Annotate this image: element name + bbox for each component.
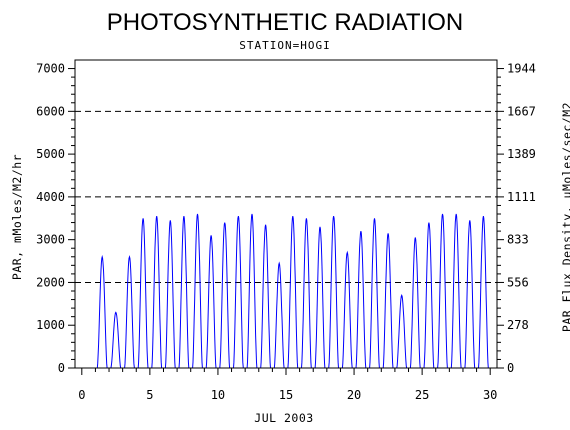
y2-tick-label: 1944	[507, 62, 536, 76]
chart-title: PHOTOSYNTHETIC RADIATION	[107, 9, 463, 36]
y2-tick-label: 1111	[507, 190, 536, 204]
y-tick-label: 4000	[36, 190, 65, 204]
y-tick-label: 5000	[36, 147, 65, 161]
y-tick-label: 6000	[36, 104, 65, 118]
y2-tick-label: 1389	[507, 147, 536, 161]
series-group	[96, 213, 491, 369]
par-series-line	[96, 213, 491, 369]
y2-tick-label: 556	[507, 275, 529, 289]
x-tick-label: 5	[146, 388, 153, 402]
plot-frame	[74, 59, 498, 369]
y-axis-right: 0 278 556 833 1111 1389 1667 1944	[497, 62, 536, 375]
x-tick-label: 30	[483, 388, 497, 402]
y-tick-label: 2000	[36, 275, 65, 289]
x-tick-label: 15	[279, 388, 293, 402]
x-tick-label: 20	[347, 388, 361, 402]
chart-subtitle: STATION=HOGI	[239, 39, 330, 52]
y-tick-label: 7000	[36, 62, 65, 76]
y2-tick-label: 278	[507, 318, 529, 332]
x-tick-label: 10	[211, 388, 225, 402]
y-axis-left: 0 1000 2000 3000 4000 5000 6000 7000	[36, 62, 75, 375]
y2-tick-label: 0	[507, 361, 514, 375]
y-axis-label: PAR, mMoles/M2/hr	[10, 154, 24, 280]
x-axis-label: JUL 2003	[254, 411, 313, 425]
x-tick-label: 0	[78, 388, 85, 402]
y2-tick-label: 833	[507, 233, 529, 247]
y-tick-label: 0	[58, 361, 65, 375]
reference-lines	[75, 110, 497, 283]
y2-tick-label: 1667	[507, 104, 536, 118]
x-axis: 0 5 10 15 20 25 30	[78, 368, 497, 402]
y-tick-label: 3000	[36, 233, 65, 247]
y2-axis-label: PAR Flux Density, uMoles/sec/M2	[560, 102, 570, 332]
y-tick-label: 1000	[36, 318, 65, 332]
x-tick-label: 25	[415, 388, 429, 402]
